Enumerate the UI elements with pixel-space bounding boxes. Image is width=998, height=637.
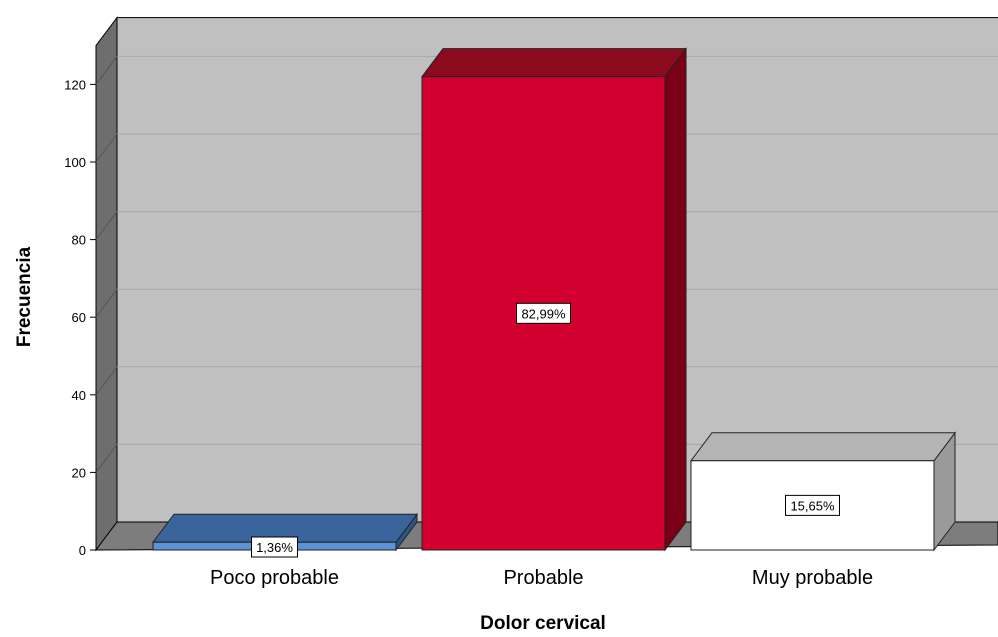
y-axis-title: Frecuencia: [14, 246, 35, 347]
y-tick-label: 80: [72, 233, 86, 248]
data-labels: 1,36% 82,99% 15,65%: [251, 302, 840, 558]
x-axis-title: Dolor cervical: [480, 613, 606, 634]
grid-line-side: [95, 288, 118, 318]
y-tick-label: 20: [72, 465, 86, 480]
data-label: 15,65%: [790, 498, 835, 513]
y-tick-label: 120: [64, 77, 86, 92]
x-axis-category-labels: Poco probable Probable Muy probable: [210, 567, 873, 589]
bar-top: [690, 432, 956, 462]
data-label-box: [785, 494, 840, 516]
x-tick-label: Probable: [503, 567, 583, 589]
x-tick-label: Poco probable: [210, 567, 339, 589]
data-label-box: [251, 536, 298, 558]
y-tick-label: 40: [72, 388, 86, 403]
y-tick-label: 100: [64, 155, 86, 170]
y-tick-label: 60: [72, 310, 86, 325]
grid-line-side: [95, 56, 118, 85]
grid-line-side: [95, 211, 118, 240]
data-label: 1,36%: [256, 540, 293, 555]
data-label: 82,99%: [521, 306, 566, 321]
grid-line-side: [95, 133, 118, 163]
side-wall: [95, 16, 118, 552]
bar-side: [664, 47, 687, 552]
bar-top: [421, 48, 687, 78]
grid-line-side: [95, 366, 118, 396]
grid-line-side: [95, 444, 118, 473]
data-label-box: [516, 302, 571, 324]
x-tick-label: Muy probable: [752, 567, 873, 589]
y-tick-label: 0: [79, 543, 86, 558]
y-axis-ticks: 0 20 40 60 80 100 120: [64, 77, 96, 558]
